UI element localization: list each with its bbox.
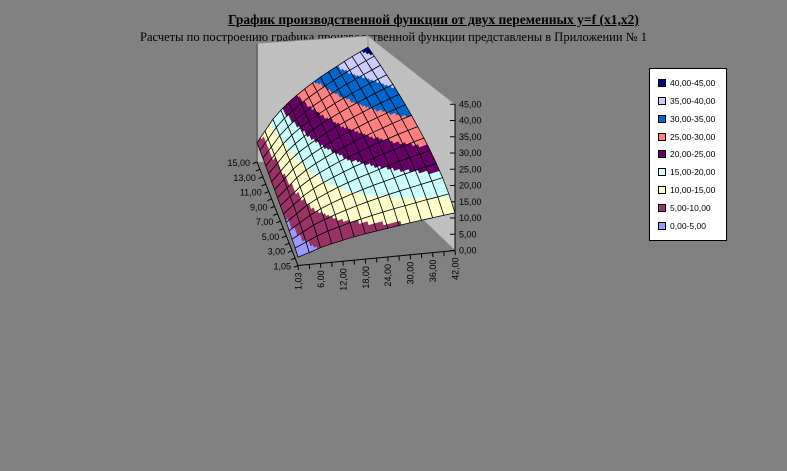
series-axis: 1,05 3,00 5,00 7,00 9,00 11,00 13,00 15,00 bbox=[227, 158, 299, 272]
legend-key-swatch bbox=[658, 78, 666, 87]
legend[interactable]: 40,00-45,00 35,00-40,00 30,00-35,00 25,00-3… bbox=[649, 68, 727, 241]
legend-key-swatch bbox=[658, 96, 666, 105]
value-axis-tick-label: 20,00 bbox=[459, 181, 482, 191]
legend-label: 30,00-35,00 bbox=[670, 113, 716, 124]
value-axis-tick-label: 40,00 bbox=[459, 116, 482, 126]
value-axis-tick-label: 15,00 bbox=[459, 197, 482, 207]
legend-item[interactable]: 25,00-30,00 bbox=[650, 132, 726, 142]
chart-subtitle: Расчеты по построению графика производст… bbox=[140, 30, 647, 44]
category-axis-tick-label: 42,00 bbox=[451, 258, 461, 281]
value-axis: 0,00 5,00 10,00 15,00 20,00 25,00 30,00 35,00 40… bbox=[450, 99, 482, 256]
series-axis-tick-label: 3,00 bbox=[268, 247, 286, 257]
surface-mesh[interactable] bbox=[256, 46, 456, 258]
legend-label: 5,00-10,00 bbox=[670, 203, 711, 214]
category-axis-tick-label: 36,00 bbox=[428, 260, 438, 283]
category-axis-tick-label: 12,00 bbox=[338, 268, 348, 291]
series-axis-tick-label: 7,00 bbox=[256, 217, 274, 227]
legend-key-swatch bbox=[658, 204, 666, 213]
value-axis-tick-label: 25,00 bbox=[459, 164, 482, 174]
legend-label: 20,00-25,00 bbox=[670, 149, 716, 160]
legend-label: 10,00-15,00 bbox=[670, 185, 716, 196]
series-axis-tick-label: 11,00 bbox=[240, 188, 262, 198]
category-axis-tick-label: 6,00 bbox=[316, 270, 326, 288]
legend-item[interactable]: 0,00-5,00 bbox=[650, 221, 726, 231]
value-axis-tick-label: 45,00 bbox=[459, 99, 482, 109]
series-axis-tick-label: 15,00 bbox=[227, 158, 250, 168]
category-axis-tick-label: 1,03 bbox=[294, 273, 304, 291]
value-axis-tick-label: 0,00 bbox=[459, 246, 477, 256]
legend-item[interactable]: 10,00-15,00 bbox=[650, 185, 726, 195]
series-axis-tick-label: 5,00 bbox=[262, 232, 280, 242]
legend-label: 40,00-45,00 bbox=[670, 77, 716, 88]
series-axis-tick-label: 13,00 bbox=[233, 173, 256, 183]
value-axis-tick-label: 30,00 bbox=[459, 148, 482, 158]
legend-item[interactable]: 40,00-45,00 bbox=[650, 78, 726, 88]
legend-key-swatch bbox=[658, 114, 666, 123]
category-axis: 1,03 6,00 12,00 18,00 24,00 30,00 36,00 42,00 bbox=[294, 250, 461, 291]
category-axis-tick-label: 18,00 bbox=[361, 266, 371, 289]
legend-key-swatch bbox=[658, 221, 666, 230]
chart-title: График производственной функции от двух … bbox=[228, 12, 639, 27]
legend-item[interactable]: 15,00-20,00 bbox=[650, 167, 726, 177]
series-axis-tick-label: 1,05 bbox=[273, 262, 291, 272]
value-axis-tick-label: 5,00 bbox=[459, 229, 477, 239]
legend-item[interactable]: 20,00-25,00 bbox=[650, 149, 726, 159]
legend-label: 25,00-30,00 bbox=[670, 131, 716, 142]
legend-item[interactable]: 5,00-10,00 bbox=[650, 203, 726, 213]
legend-key-swatch bbox=[658, 168, 666, 177]
legend-item[interactable]: 35,00-40,00 bbox=[650, 96, 726, 106]
legend-key-swatch bbox=[658, 150, 666, 159]
legend-label: 35,00-40,00 bbox=[670, 95, 716, 106]
value-axis-tick-label: 35,00 bbox=[459, 132, 482, 142]
value-axis-tick-label: 10,00 bbox=[459, 213, 482, 223]
legend-label: 15,00-20,00 bbox=[670, 167, 716, 178]
category-axis-tick-label: 30,00 bbox=[406, 262, 416, 285]
legend-key-swatch bbox=[658, 132, 666, 141]
legend-item[interactable]: 30,00-35,00 bbox=[650, 114, 726, 124]
category-axis-tick-label: 24,00 bbox=[383, 264, 393, 287]
legend-key-swatch bbox=[658, 186, 666, 195]
series-axis-tick-label: 9,00 bbox=[250, 202, 268, 212]
legend-label: 0,00-5,00 bbox=[670, 220, 706, 231]
